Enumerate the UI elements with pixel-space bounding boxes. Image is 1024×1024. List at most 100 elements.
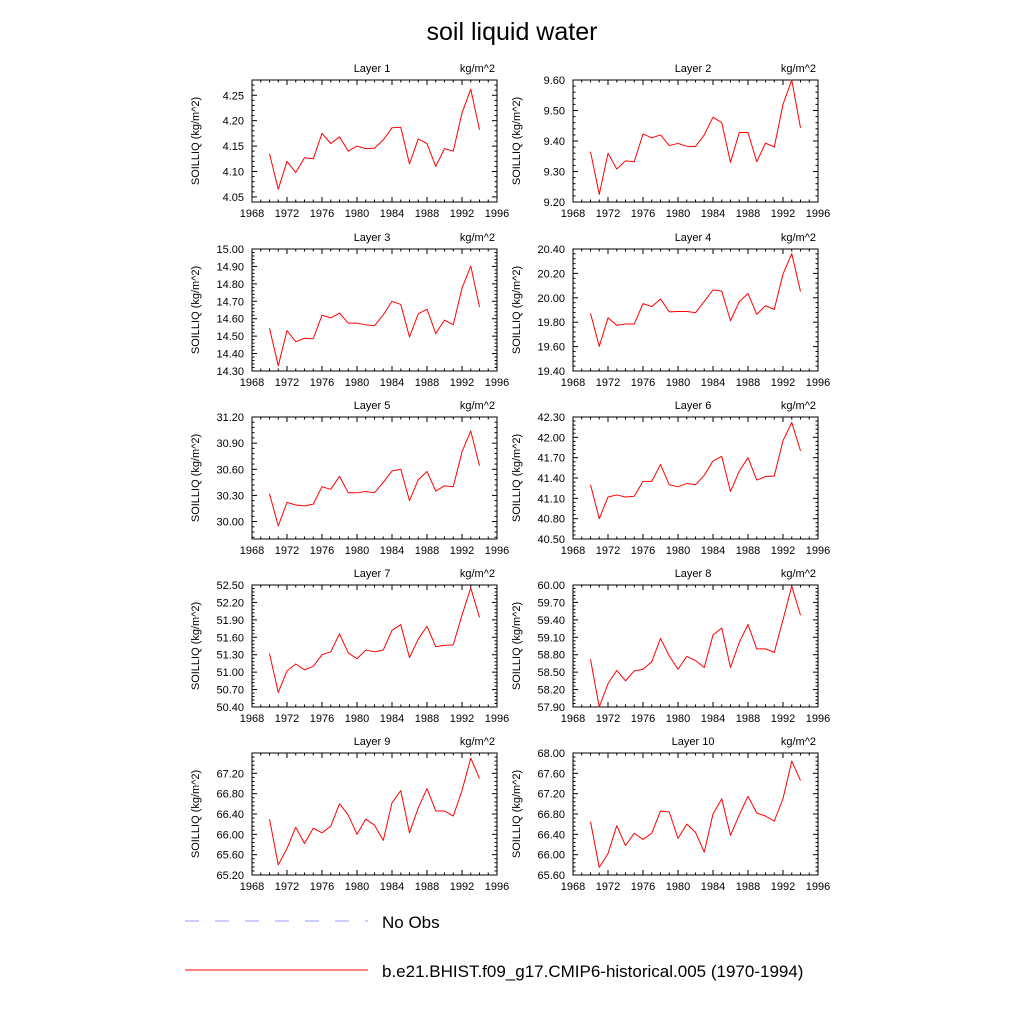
series-line: [590, 585, 801, 708]
legend-label-no-obs: No Obs: [382, 913, 440, 932]
x-tick-label: 1972: [275, 208, 299, 220]
x-tick-label: 1984: [701, 545, 725, 557]
series-line: [269, 587, 480, 693]
x-tick-label: 1976: [631, 713, 655, 725]
y-axis-label: SOILLIQ (kg/m^2): [190, 97, 202, 185]
x-tick-label: 1980: [666, 713, 690, 725]
x-tick-label: 1976: [310, 713, 334, 725]
y-tick-label: 59.10: [537, 632, 565, 644]
y-tick-label: 20.20: [537, 268, 565, 280]
y-tick-label: 9.40: [544, 136, 565, 148]
x-tick-label: 1984: [701, 713, 725, 725]
y-tick-label: 41.10: [537, 493, 565, 505]
panel-units: kg/m^2: [781, 232, 816, 244]
x-tick-label: 1996: [806, 208, 830, 220]
x-tick-label: 1980: [345, 713, 369, 725]
x-tick-label: 1984: [701, 377, 725, 389]
y-tick-label: 42.30: [537, 412, 565, 424]
x-tick-label: 1980: [666, 545, 690, 557]
x-tick-label: 1972: [275, 713, 299, 725]
y-tick-label: 65.60: [537, 870, 565, 882]
x-tick-label: 1996: [485, 713, 509, 725]
x-tick-label: 1996: [485, 881, 509, 893]
y-tick-label: 60.00: [537, 580, 565, 592]
y-tick-label: 14.70: [216, 296, 244, 308]
x-tick-label: 1968: [561, 713, 585, 725]
x-tick-label: 1996: [806, 545, 830, 557]
y-tick-label: 14.80: [216, 279, 244, 291]
plot-frame: [251, 416, 498, 540]
y-tick-label: 57.90: [537, 702, 565, 714]
y-tick-label: 14.50: [216, 331, 244, 343]
x-tick-label: 1968: [240, 377, 264, 389]
series-line: [590, 760, 801, 868]
y-tick-label: 51.60: [216, 632, 244, 644]
series-line: [590, 253, 801, 347]
x-tick-label: 1984: [380, 208, 404, 220]
y-tick-label: 30.60: [216, 464, 244, 476]
x-tick-label: 1980: [666, 208, 690, 220]
y-tick-label: 4.20: [223, 116, 244, 128]
plot-frame: [572, 416, 819, 540]
x-tick-label: 1984: [380, 713, 404, 725]
y-tick-label: 66.40: [537, 829, 565, 841]
legend-label-model: b.e21.BHIST.f09_g17.CMIP6-historical.005…: [382, 962, 803, 981]
y-tick-label: 50.70: [216, 685, 244, 697]
x-tick-label: 1992: [771, 881, 795, 893]
y-tick-label: 40.50: [537, 534, 565, 546]
panel-units: kg/m^2: [781, 63, 816, 75]
y-tick-label: 65.60: [216, 850, 244, 862]
panel-title: Layer 7: [354, 568, 391, 580]
x-tick-label: 1992: [771, 713, 795, 725]
y-tick-label: 4.05: [223, 192, 244, 204]
y-tick-label: 66.80: [216, 789, 244, 801]
x-tick-label: 1968: [240, 881, 264, 893]
y-tick-label: 40.80: [537, 514, 565, 526]
series-line: [590, 421, 801, 520]
y-axis-label: SOILLIQ (kg/m^2): [190, 266, 202, 354]
y-tick-label: 67.60: [537, 768, 565, 780]
panel-layer-5: Layer 5 kg/m^2 SOILLIQ (kg/m^2) 1968 1972 197…: [190, 400, 509, 557]
panel-units: kg/m^2: [460, 400, 495, 412]
y-axis-label: SOILLIQ (kg/m^2): [190, 602, 202, 690]
x-tick-label: 1968: [240, 208, 264, 220]
y-tick-label: 58.80: [537, 650, 565, 662]
panel-units: kg/m^2: [460, 63, 495, 75]
y-tick-label: 67.20: [537, 789, 565, 801]
x-tick-label: 1976: [310, 545, 334, 557]
y-tick-label: 19.40: [537, 366, 565, 378]
y-tick-label: 66.00: [216, 829, 244, 841]
y-tick-label: 51.30: [216, 650, 244, 662]
y-tick-label: 68.00: [537, 748, 565, 760]
x-tick-label: 1988: [415, 545, 439, 557]
x-tick-label: 1984: [380, 377, 404, 389]
y-tick-label: 14.90: [216, 261, 244, 273]
x-tick-label: 1972: [596, 377, 620, 389]
x-tick-label: 1988: [415, 713, 439, 725]
panel-title: Layer 9: [354, 736, 391, 748]
series-line: [269, 88, 480, 190]
x-tick-label: 1972: [596, 881, 620, 893]
x-tick-label: 1984: [701, 881, 725, 893]
x-tick-label: 1988: [415, 377, 439, 389]
x-tick-label: 1972: [275, 545, 299, 557]
panel-units: kg/m^2: [781, 568, 816, 580]
x-tick-label: 1992: [450, 545, 474, 557]
y-axis-label: SOILLIQ (kg/m^2): [511, 602, 523, 690]
y-tick-label: 58.50: [537, 667, 565, 679]
y-tick-label: 59.40: [537, 615, 565, 627]
x-tick-label: 1968: [240, 545, 264, 557]
y-tick-label: 4.15: [223, 141, 244, 153]
y-tick-label: 50.40: [216, 702, 244, 714]
x-tick-label: 1992: [771, 545, 795, 557]
plot-frame: [251, 79, 498, 203]
x-tick-label: 1996: [485, 377, 509, 389]
x-tick-label: 1972: [596, 545, 620, 557]
legend: No Obs b.e21.BHIST.f09_g17.CMIP6-histori…: [185, 913, 803, 981]
x-tick-label: 1980: [345, 208, 369, 220]
y-tick-label: 30.30: [216, 490, 244, 502]
x-tick-label: 1972: [596, 208, 620, 220]
x-tick-label: 1972: [275, 881, 299, 893]
y-tick-label: 14.40: [216, 349, 244, 361]
